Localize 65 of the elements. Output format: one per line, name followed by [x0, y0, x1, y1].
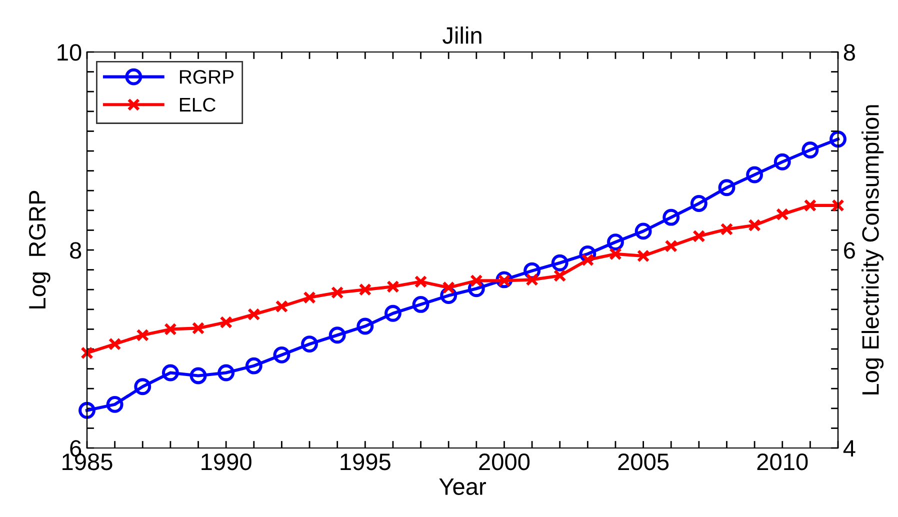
point — [220, 316, 232, 329]
point — [414, 275, 428, 288]
legend-label: ELC — [180, 98, 216, 112]
point — [718, 179, 736, 196]
point — [748, 218, 761, 232]
point — [218, 364, 235, 382]
point — [386, 280, 400, 294]
point — [164, 322, 177, 336]
point — [192, 322, 205, 335]
point — [553, 269, 566, 282]
point — [442, 281, 455, 294]
point — [136, 328, 150, 342]
point — [746, 166, 764, 184]
point — [776, 208, 789, 221]
point — [662, 208, 680, 226]
y-tick-label: 8 — [70, 242, 82, 259]
point — [303, 291, 316, 304]
x-axis-title: Year — [439, 478, 486, 495]
point — [190, 367, 207, 384]
y2-tick-label: 6 — [844, 242, 855, 259]
point — [636, 250, 650, 262]
point — [830, 130, 846, 148]
point — [301, 336, 318, 353]
point — [664, 240, 678, 252]
point — [690, 194, 708, 212]
point — [720, 222, 734, 236]
y2-tick-label: 8 — [844, 44, 855, 61]
point — [692, 230, 706, 243]
y2-axis-title: Log Electricity Consumption — [862, 105, 884, 394]
point — [245, 357, 262, 374]
x-tick-label: 2005 — [618, 453, 669, 470]
x-tick-label: 1990 — [202, 453, 252, 470]
point — [804, 199, 817, 212]
point — [802, 142, 819, 158]
legend-label: RGRP — [180, 70, 234, 84]
point — [634, 222, 652, 240]
x-tick-label: 2010 — [757, 453, 808, 470]
y-axis-title: Log RGRP — [28, 190, 50, 308]
point — [106, 396, 124, 413]
point — [134, 378, 152, 396]
point — [356, 318, 374, 335]
y-tick-label: 10 — [58, 44, 82, 61]
point — [330, 286, 344, 299]
point — [774, 153, 791, 170]
point — [384, 304, 402, 322]
point — [108, 338, 122, 350]
point — [832, 199, 844, 212]
point — [78, 402, 96, 419]
point — [275, 300, 288, 313]
point — [526, 273, 538, 286]
chart-title: Jilin — [442, 26, 482, 44]
point — [551, 254, 568, 272]
point — [607, 234, 624, 251]
x-tick-label: 2000 — [479, 453, 530, 470]
point — [273, 346, 290, 364]
point — [470, 274, 483, 288]
point — [412, 296, 430, 313]
point — [248, 308, 260, 321]
point — [609, 248, 622, 260]
x-tick-label: 1995 — [340, 453, 390, 470]
point — [358, 283, 372, 296]
y2-tick-label: 4 — [843, 440, 856, 457]
point — [80, 346, 94, 360]
point — [328, 326, 346, 344]
point — [162, 364, 179, 382]
